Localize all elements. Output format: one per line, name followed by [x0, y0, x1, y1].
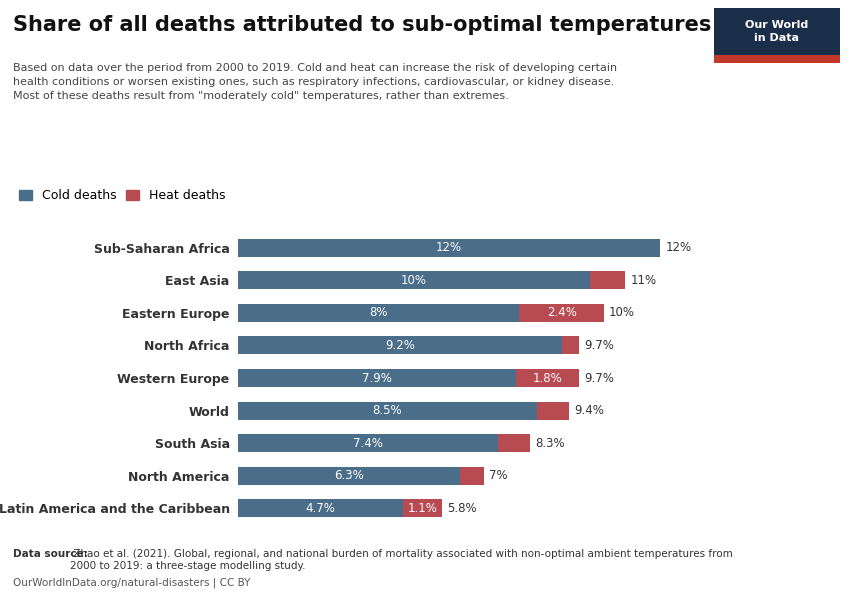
Text: 6.3%: 6.3% — [334, 469, 364, 482]
Text: 10%: 10% — [609, 306, 635, 319]
Bar — [590, 271, 625, 289]
Legend: Cold deaths, Heat deaths: Cold deaths, Heat deaths — [19, 189, 225, 202]
Text: 8.3%: 8.3% — [536, 437, 565, 450]
Bar — [403, 499, 442, 517]
Text: 12%: 12% — [666, 241, 691, 254]
Text: 7%: 7% — [490, 469, 508, 482]
Bar — [238, 401, 537, 419]
Text: 5.8%: 5.8% — [447, 502, 477, 515]
Text: Our World
in Data: Our World in Data — [745, 20, 808, 43]
Text: Zhao et al. (2021). Global, regional, and national burden of mortality associate: Zhao et al. (2021). Global, regional, an… — [70, 549, 733, 571]
Text: 11%: 11% — [630, 274, 656, 287]
Bar — [238, 239, 660, 257]
Bar — [238, 337, 562, 355]
Bar — [238, 434, 498, 452]
Text: 8%: 8% — [370, 306, 388, 319]
Text: OurWorldInData.org/natural-disasters | CC BY: OurWorldInData.org/natural-disasters | C… — [13, 577, 250, 588]
Bar — [537, 401, 569, 419]
Text: Based on data over the period from 2000 to 2019. Cold and heat can increase the : Based on data over the period from 2000 … — [13, 63, 617, 101]
Bar — [498, 434, 530, 452]
Text: 1.1%: 1.1% — [408, 502, 438, 515]
Bar — [238, 369, 516, 387]
Bar — [516, 369, 579, 387]
Text: 1.8%: 1.8% — [533, 371, 563, 385]
Text: 8.5%: 8.5% — [372, 404, 402, 417]
Text: 12%: 12% — [436, 241, 462, 254]
Text: 7.4%: 7.4% — [354, 437, 383, 450]
Bar — [238, 304, 519, 322]
Text: 9.7%: 9.7% — [585, 339, 615, 352]
Text: Share of all deaths attributed to sub-optimal temperatures: Share of all deaths attributed to sub-op… — [13, 15, 711, 35]
Text: 10%: 10% — [401, 274, 427, 287]
Bar — [460, 467, 484, 485]
Text: 2.4%: 2.4% — [547, 306, 576, 319]
Text: Data source:: Data source: — [13, 549, 88, 559]
Text: 4.7%: 4.7% — [306, 502, 336, 515]
Text: 9.2%: 9.2% — [385, 339, 415, 352]
Bar — [238, 499, 403, 517]
Bar — [519, 304, 604, 322]
Bar — [238, 271, 590, 289]
Text: 7.9%: 7.9% — [362, 371, 392, 385]
Bar — [562, 337, 579, 355]
Text: 9.4%: 9.4% — [574, 404, 603, 417]
Bar — [238, 467, 460, 485]
Text: 9.7%: 9.7% — [585, 371, 615, 385]
